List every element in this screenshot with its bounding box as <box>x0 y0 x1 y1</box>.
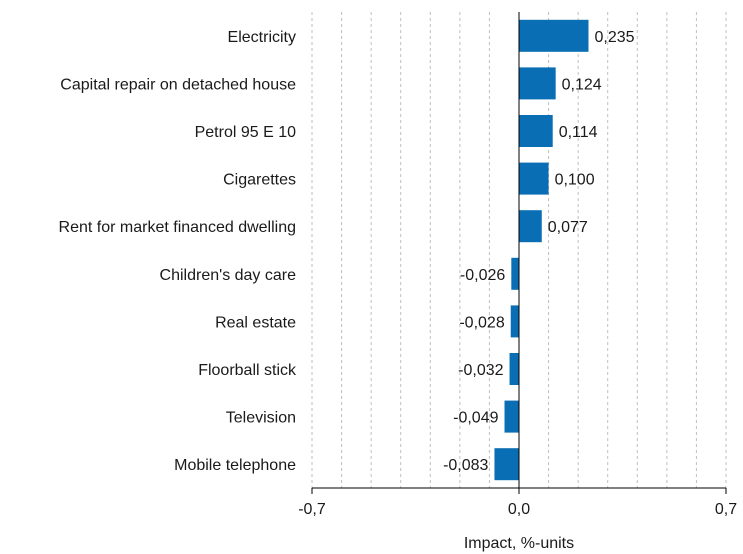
bar <box>519 162 549 195</box>
data-label: 0,235 <box>594 29 634 46</box>
category-label: Television <box>226 410 296 427</box>
category-label: Rent for market financed dwelling <box>59 219 296 236</box>
category-label: Floorball stick <box>198 362 297 379</box>
category-label: Real estate <box>215 314 296 331</box>
data-label: -0,083 <box>443 457 488 474</box>
category-label: Cigarettes <box>223 172 296 189</box>
category-label: Petrol 95 E 10 <box>195 124 297 141</box>
x-tick-label: 0,7 <box>715 501 737 518</box>
data-label: -0,049 <box>453 410 498 427</box>
x-axis-title: Impact, %-units <box>464 535 574 552</box>
x-tick-label: -0,7 <box>298 501 326 518</box>
axes <box>311 12 727 494</box>
data-label: -0,028 <box>459 314 504 331</box>
category-label: Mobile telephone <box>174 457 296 474</box>
data-label: 0,100 <box>555 172 595 189</box>
bar <box>519 19 589 52</box>
labels: Electricity 0,235 Capital repair on detach… <box>59 29 738 518</box>
bar <box>519 67 556 100</box>
data-label: -0,026 <box>460 267 505 284</box>
category-label: Electricity <box>228 29 296 46</box>
bar <box>511 257 519 290</box>
data-label: 0,114 <box>559 124 598 141</box>
category-label: Children's day care <box>160 267 297 284</box>
bars <box>494 19 589 481</box>
bar <box>519 210 542 243</box>
category-label: Capital repair on detached house <box>60 76 296 93</box>
x-tick-label: 0,0 <box>508 501 530 518</box>
bar <box>510 305 519 338</box>
bar <box>494 448 519 481</box>
data-label: 0,124 <box>562 76 602 93</box>
bar <box>519 115 553 147</box>
bar <box>504 400 519 433</box>
data-label: -0,032 <box>458 362 503 379</box>
data-label: 0,077 <box>548 219 588 236</box>
bar <box>509 353 519 385</box>
